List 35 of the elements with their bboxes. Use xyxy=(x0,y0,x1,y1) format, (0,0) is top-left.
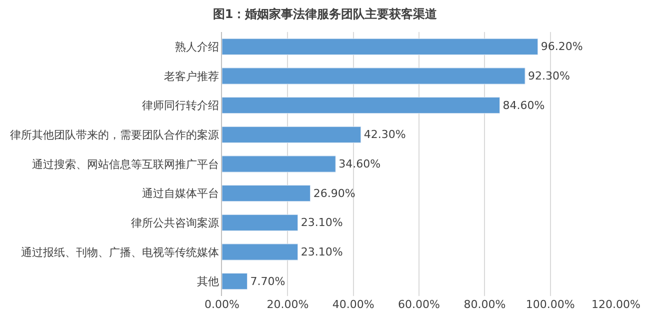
data-label: 42.30% xyxy=(364,128,406,142)
data-label: 7.70% xyxy=(250,274,286,288)
bar xyxy=(222,185,311,202)
x-tick-label: 60.00% xyxy=(398,298,440,311)
data-label: 84.60% xyxy=(502,98,545,112)
data-label: 26.90% xyxy=(313,186,356,200)
bar xyxy=(222,68,526,84)
y-tick-label: 熟人介绍 xyxy=(174,40,219,54)
x-tick-label: 100.00% xyxy=(526,298,575,311)
bar xyxy=(222,126,362,143)
y-tick-label: 通过自媒体平台 xyxy=(142,187,219,200)
y-tick-label: 通过搜索、网站信息等互联网推广平台 xyxy=(32,158,219,171)
x-tick-label: 0.00% xyxy=(204,298,240,311)
y-tick-label: 老客户推荐 xyxy=(164,70,219,83)
bar xyxy=(222,273,248,290)
data-label: 96.20% xyxy=(540,40,583,54)
bar xyxy=(222,97,500,114)
x-tick-label: 40.00% xyxy=(332,298,374,311)
data-label: 34.60% xyxy=(338,158,381,170)
data-label: 92.30% xyxy=(528,70,570,82)
x-tick-label: 120.00% xyxy=(592,298,640,311)
y-tick-label: 律所其他团队带来的，需要团队合作的案源 xyxy=(10,128,219,142)
y-tick-label: 通过报纸、刊物、广播、电视等传统媒体 xyxy=(20,246,219,259)
bar xyxy=(222,214,298,231)
bar xyxy=(222,38,538,55)
x-tick-label: 80.00% xyxy=(464,298,506,311)
y-tick-label: 其他 xyxy=(196,275,219,288)
chart-title: 图1：婚姻家事法律服务团队主要获客渠道 xyxy=(212,7,438,22)
data-label: 23.10% xyxy=(300,216,343,230)
x-tick-label: 20.00% xyxy=(266,298,309,311)
bar xyxy=(222,156,336,172)
data-label: 23.10% xyxy=(300,246,343,258)
y-tick-label: 律所公共咨询案源 xyxy=(130,216,219,230)
bar xyxy=(222,244,298,260)
y-tick-label: 律师同行转介绍 xyxy=(142,99,219,112)
